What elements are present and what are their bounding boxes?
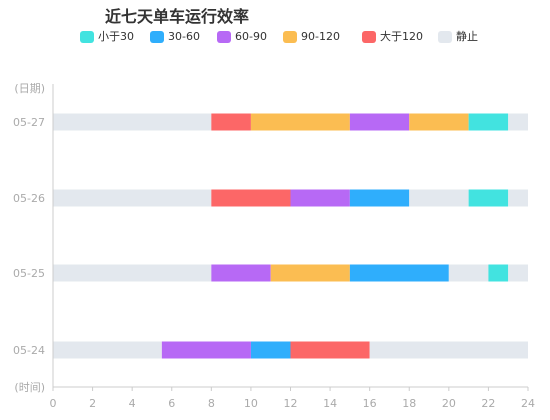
legend-label: 90-120 <box>301 30 340 43</box>
bar-segment-lt30[interactable] <box>488 264 509 282</box>
y-tick-label: 05-25 <box>13 267 45 280</box>
x-tick-label: 14 <box>323 397 337 410</box>
x-tick-label: 24 <box>521 397 535 410</box>
bar-segment-60_90[interactable] <box>349 113 410 131</box>
legend-swatch <box>283 31 297 43</box>
bar-segment-60_90[interactable] <box>211 264 271 282</box>
legend-swatch <box>362 31 376 43</box>
legend-swatch <box>80 31 94 43</box>
x-tick-label: 18 <box>402 397 416 410</box>
bar-segment-stop[interactable] <box>448 264 489 282</box>
chart-title: 近七天单车运行效率 <box>105 7 250 26</box>
x-tick-label: 0 <box>50 397 57 410</box>
x-tick-label: 8 <box>208 397 215 410</box>
x-tick-label: 10 <box>244 397 258 410</box>
x-tick-label: 22 <box>481 397 495 410</box>
legend-swatch <box>217 31 231 43</box>
legend-label: 60-90 <box>235 30 267 43</box>
bar-segment-gt120[interactable] <box>290 341 370 359</box>
bar-segment-stop[interactable] <box>53 113 212 131</box>
x-axis-name: (时间) <box>14 381 45 394</box>
bar-segment-lt30[interactable] <box>468 113 509 131</box>
legend-label: 30-60 <box>168 30 200 43</box>
y-tick-label: 05-27 <box>13 116 45 129</box>
bar-segment-stop[interactable] <box>53 264 212 282</box>
bar-segment-gt120[interactable] <box>211 189 291 207</box>
bar-segment-stop[interactable] <box>508 264 528 282</box>
bar-segment-gt120[interactable] <box>211 113 251 131</box>
bar-segment-30_60[interactable] <box>349 189 410 207</box>
bar-segment-60_90[interactable] <box>290 189 350 207</box>
x-tick-label: 2 <box>89 397 96 410</box>
x-tick-label: 16 <box>363 397 377 410</box>
bar-segment-lt30[interactable] <box>468 189 509 207</box>
bar-segment-stop[interactable] <box>53 341 162 359</box>
legend-swatch <box>438 31 452 43</box>
bar-segment-stop[interactable] <box>508 189 528 207</box>
x-tick-label: 12 <box>284 397 298 410</box>
legend-swatch <box>150 31 164 43</box>
legend-label: 静止 <box>456 30 478 43</box>
legend-label: 小于30 <box>98 30 134 43</box>
x-tick-label: 4 <box>129 397 136 410</box>
bar-segment-stop[interactable] <box>369 341 528 359</box>
bar-segment-90_120[interactable] <box>409 113 469 131</box>
bar-segment-60_90[interactable] <box>161 341 251 359</box>
bar-segment-90_120[interactable] <box>270 264 350 282</box>
bar-segment-stop[interactable] <box>409 189 469 207</box>
y-axis-name: (日期) <box>14 82 45 95</box>
legend-label: 大于120 <box>380 30 423 43</box>
y-tick-label: 05-26 <box>13 192 45 205</box>
x-tick-label: 20 <box>442 397 456 410</box>
bar-segment-30_60[interactable] <box>349 264 449 282</box>
bar-segment-90_120[interactable] <box>250 113 350 131</box>
bar-segment-stop[interactable] <box>53 189 212 207</box>
x-tick-label: 6 <box>168 397 175 410</box>
bar-segment-30_60[interactable] <box>250 341 291 359</box>
y-tick-label: 05-24 <box>13 344 45 357</box>
bar-segment-stop[interactable] <box>508 113 528 131</box>
